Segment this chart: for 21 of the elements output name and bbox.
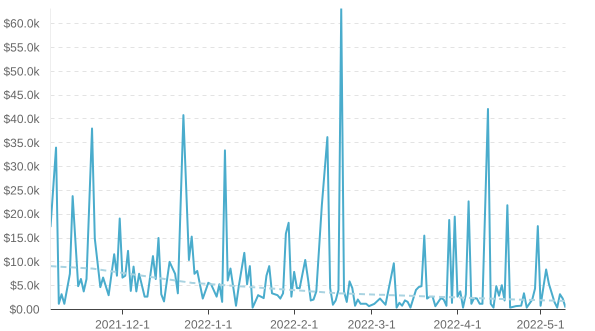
x-tick-label: 2022-2-1 [270,318,318,331]
y-tick-label: $5.0k [10,278,40,293]
x-tick-label: 2022-5-1 [516,318,565,331]
y-tick-label: $35.0k [3,136,40,150]
y-tick-label: $55.0k [3,40,40,55]
y-tick-label: $30.0k [3,160,40,174]
y-tick-label: $45.0k [3,88,40,102]
y-tick-label: $25.0k [3,183,40,198]
y-tick-label: $15.0k [3,231,40,246]
x-tick-label: 2022-3-1 [348,318,396,331]
line-series [50,265,566,302]
y-tick-label: $40.0k [3,112,40,126]
y-tick-label: $0.00 [9,302,40,316]
y-tick-label: $20.0k [3,207,40,222]
line-series [50,8,566,309]
x-tick-label: 2022-1-1 [184,318,233,331]
y-tick-label: $60.0k [3,16,40,31]
y-tick-label: $10.0k [3,254,40,269]
x-tick-label: 2021-12-1 [95,318,150,331]
y-tick-label: $50.0k [3,64,40,78]
x-tick-label: 2022-4-1 [434,318,482,331]
